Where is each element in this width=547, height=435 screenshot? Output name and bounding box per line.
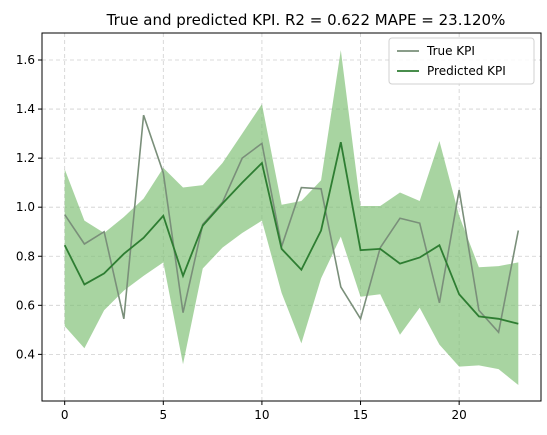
axes-frame [41, 32, 542, 402]
axis-ticks: 0 5 10 15 20 0.4 0.6 0.8 1.0 1.2 1.4 1.6 [16, 53, 467, 422]
legend-entry-label: True KPI [426, 44, 475, 58]
series-lines [63, 114, 520, 335]
y-tick-label: 0.4 [16, 347, 35, 361]
true-kpi-line [64, 114, 520, 335]
y-tick-label: 1.0 [16, 200, 35, 214]
x-tick-label: 15 [353, 408, 368, 422]
y-tick-label: 1.4 [16, 102, 35, 116]
x-tick-label: 5 [159, 408, 167, 422]
x-tick-label: 0 [61, 408, 69, 422]
y-tick-label: 1.2 [16, 151, 35, 165]
y-tick-label: 0.6 [16, 298, 35, 312]
legend: True KPI Predicted KPI [388, 37, 535, 85]
legend-box [388, 37, 535, 85]
predicted-kpi-line [63, 141, 519, 325]
x-tick-label: 10 [254, 408, 269, 422]
chart-title: True and predicted KPI. R2 = 0.622 MAPE … [106, 11, 506, 29]
x-tick-label: 20 [452, 408, 467, 422]
y-tick-label: 1.6 [16, 53, 35, 67]
y-tick-label: 0.8 [16, 249, 35, 263]
legend-entry-label: Predicted KPI [427, 64, 506, 78]
